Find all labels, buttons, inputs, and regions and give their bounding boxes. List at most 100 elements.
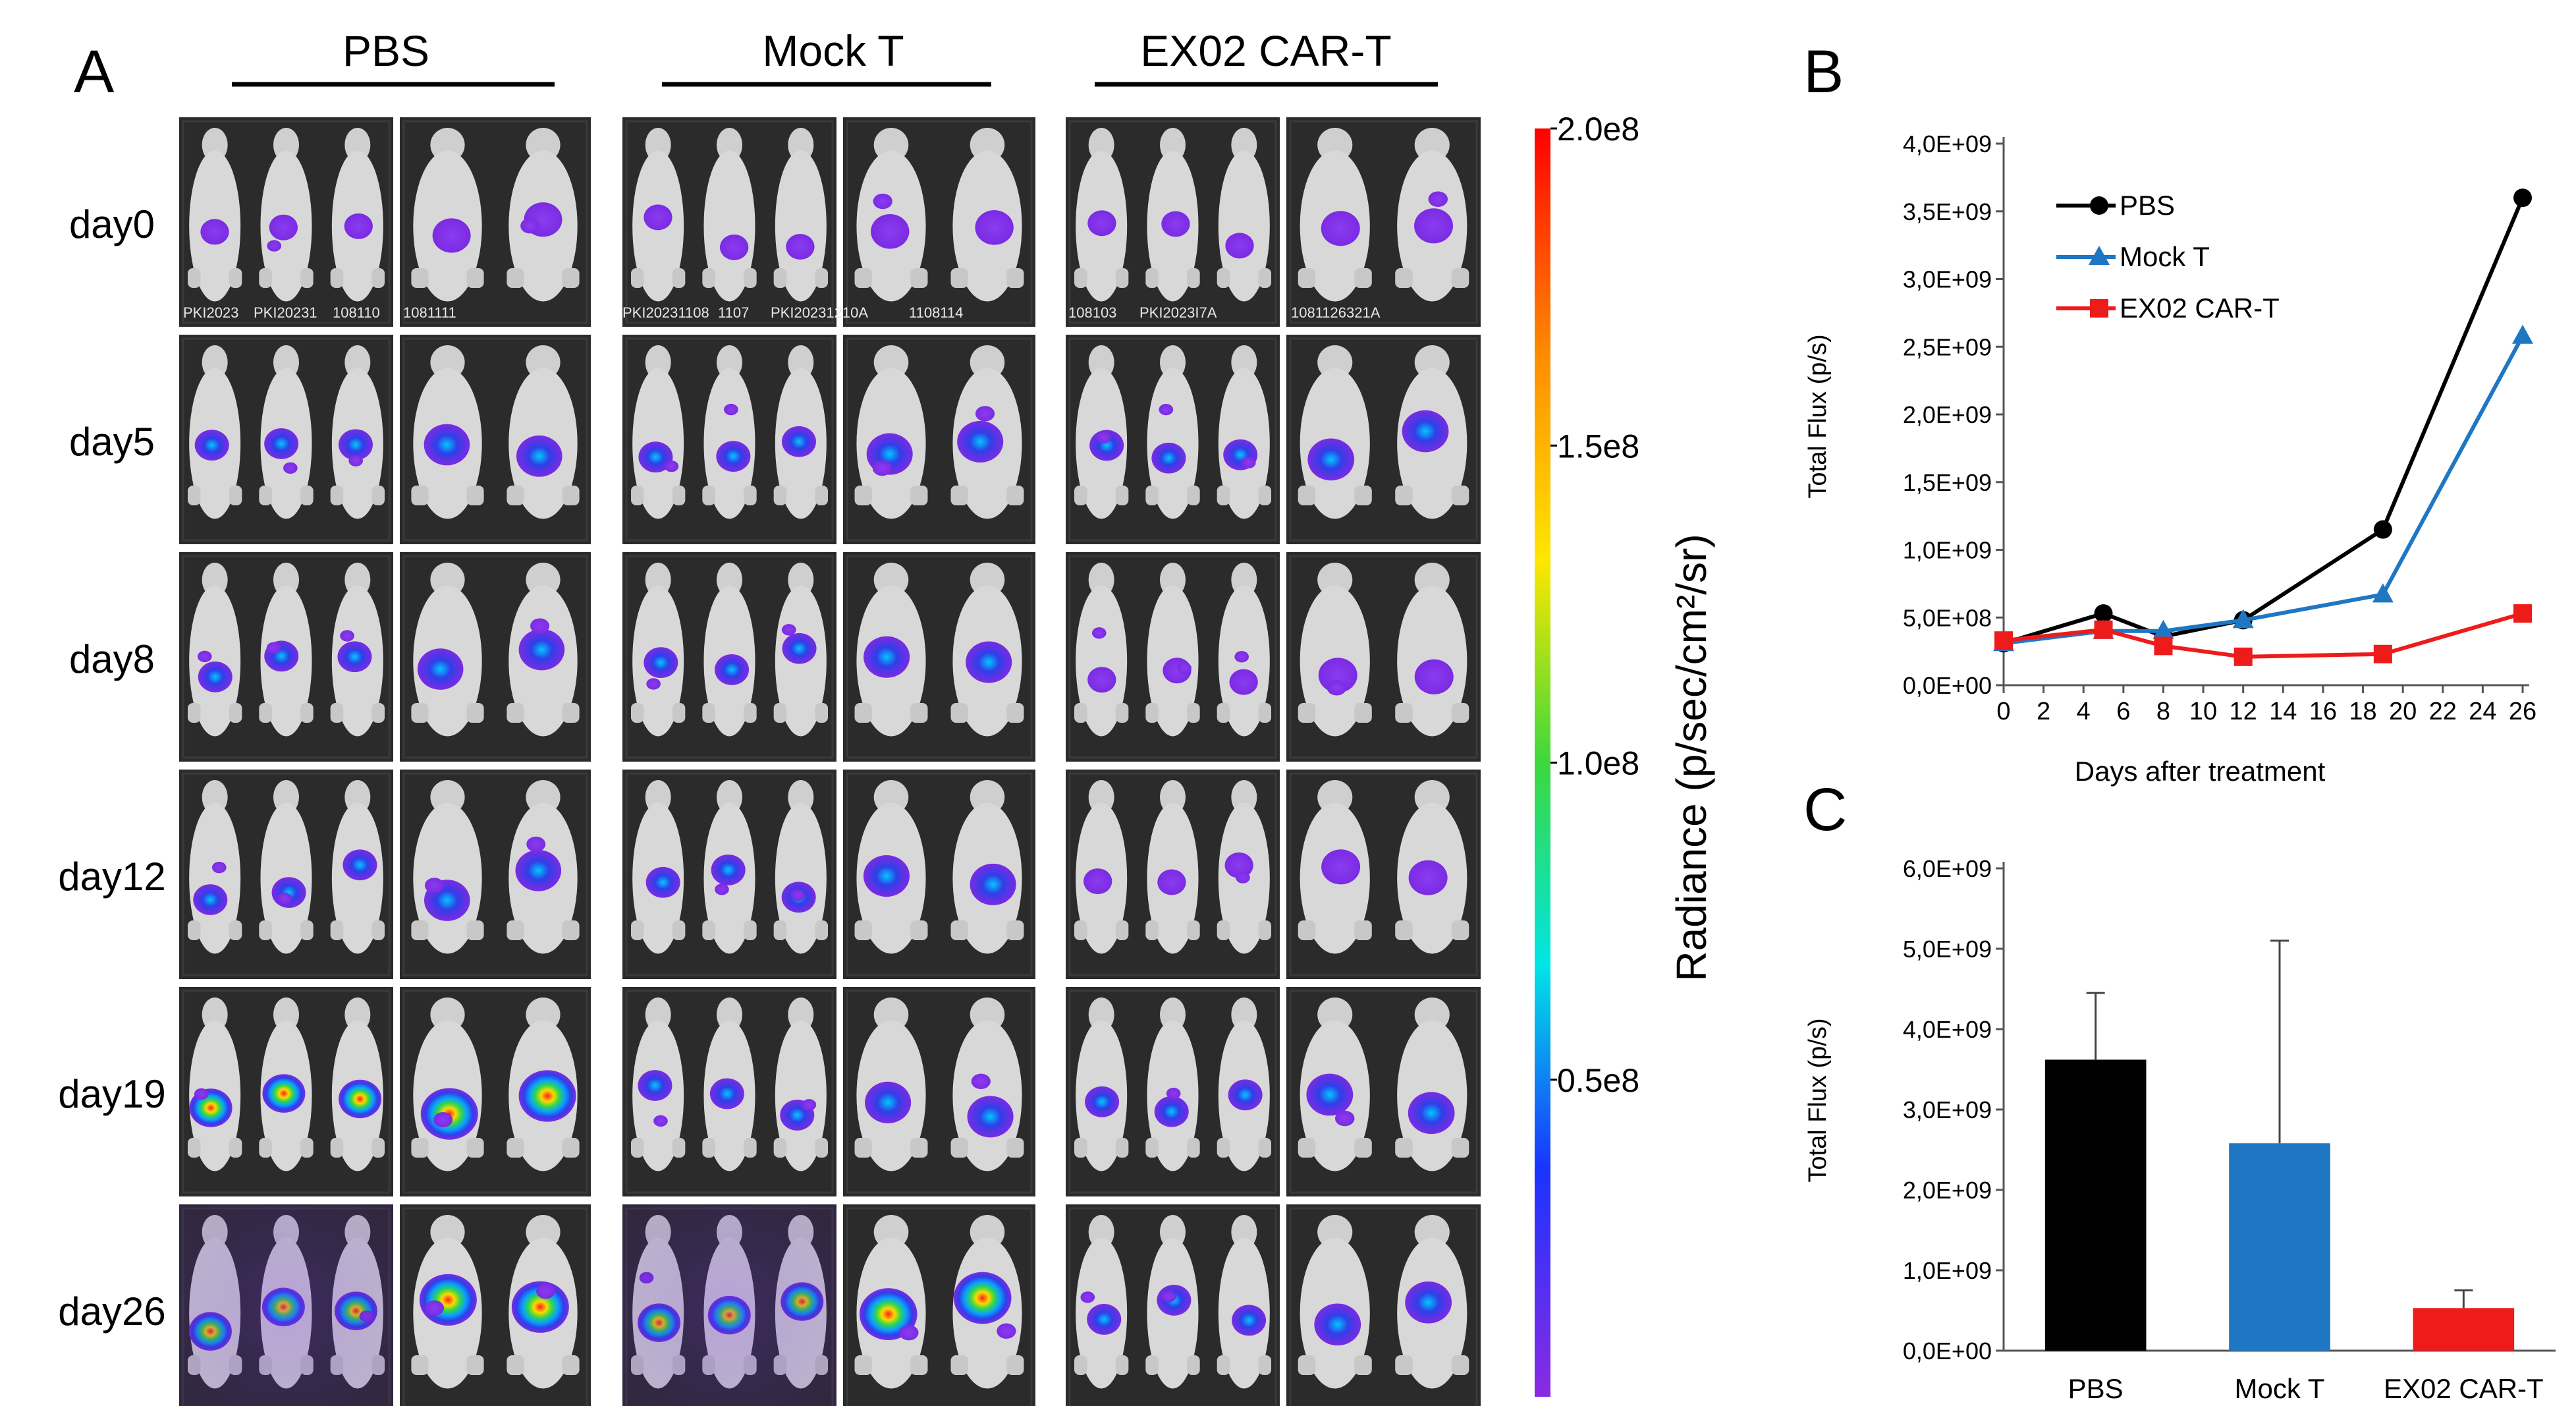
luminescence-signal (1321, 849, 1361, 885)
luminescence-signal (957, 420, 1004, 463)
imaging-tray (402, 772, 588, 976)
luminescence-spot (266, 642, 281, 654)
b-x-tick-label: 24 (2469, 698, 2496, 725)
b-point-1-2 (2152, 619, 2174, 639)
panel-c-letter: C (1803, 776, 1847, 843)
c-y-tick-label: 5,0E+09 (1903, 936, 1992, 963)
luminescence-spot (1236, 872, 1250, 884)
imaging-tray (625, 772, 834, 976)
b-ylabel: Total Flux (p/s) (1804, 334, 1832, 498)
imaging-panel-day8-3 (843, 552, 1035, 762)
luminescence-spot (1097, 432, 1111, 443)
b-point-2-0 (1994, 631, 2013, 650)
imaging-panel-day12-0 (179, 770, 393, 979)
luminescence-spot (348, 455, 364, 466)
imaging-tray (1289, 990, 1478, 1194)
b-series (1993, 188, 2533, 666)
luminescence-spot (899, 1325, 919, 1341)
b-x-tick-label: 22 (2429, 698, 2457, 725)
panel-b-line-chart: B 0,0E+00 5,0E+08 1,0E+09 1,5E+09 2,0E+09 2,5… (1803, 38, 2536, 787)
imaging-tray (846, 1207, 1033, 1406)
luminescence-signal (1085, 1086, 1120, 1117)
luminescence-spot (790, 889, 806, 901)
luminescence-spot (526, 836, 546, 852)
luminescence-spot (211, 861, 227, 874)
b-x-tick-label: 4 (2077, 698, 2091, 725)
mouse-silhouette (188, 780, 242, 954)
b-y-tick-label: 0,0E+00 (1903, 672, 1992, 699)
c-ylabel: Total Flux (p/s) (1804, 1018, 1832, 1182)
b-point-1-4 (2372, 583, 2394, 603)
b-point-1-5 (2512, 324, 2533, 344)
luminescence-signal (1161, 211, 1190, 237)
imaging-panel-day5-3 (843, 335, 1035, 544)
b-y-tick-label: 3,0E+09 (1903, 266, 1992, 293)
luminescence-signal (716, 441, 751, 472)
mouse-silhouette (702, 128, 757, 302)
luminescence-signal (1087, 1304, 1122, 1335)
mouse-id-label: PKI2023 (183, 304, 238, 321)
luminescence-signal (515, 849, 562, 891)
imaging-tray (1289, 120, 1478, 324)
luminescence-signal (644, 204, 672, 231)
luminescence-spot (715, 884, 729, 895)
b-y-tick-label: 4,0E+09 (1903, 130, 1992, 157)
luminescence-spot (1428, 191, 1448, 208)
imaging-tray (182, 990, 391, 1194)
imaging-panel-day5-5 (1286, 335, 1481, 544)
c-y-tick-label: 4,0E+09 (1903, 1016, 1992, 1043)
luminescence-signal (269, 214, 298, 240)
imaging-panel-day26-1 (400, 1204, 591, 1406)
mouse-id-label: 108110 (333, 304, 380, 321)
imaging-panel-day19-1 (400, 987, 591, 1196)
luminescence-signal (1229, 669, 1258, 695)
b-axes: 0,0E+00 5,0E+08 1,0E+09 1,5E+09 2,0E+09 2,5E+… (1903, 130, 2536, 725)
c-bar-2 (2413, 1308, 2515, 1351)
luminescence-signal (970, 863, 1016, 905)
colorbar-tick-label: 1.0e8 (1557, 745, 1639, 782)
luminescence-signal (1083, 868, 1112, 895)
luminescence-signal (1405, 1281, 1452, 1324)
luminescence-signal (863, 636, 910, 678)
luminescence-signal (1306, 1073, 1354, 1116)
luminescence-signal (338, 429, 373, 461)
luminescence-spot (1166, 1087, 1181, 1100)
imaging-panel-day0-4 (1066, 117, 1280, 327)
colorbar-tick-label: 0.5e8 (1557, 1062, 1639, 1099)
day-label-day26: day26 (58, 1289, 165, 1334)
luminescence-spot (267, 240, 282, 252)
mouse-id-label: PKI20231 (254, 304, 317, 321)
b-y-tick-label: 1,5E+09 (1903, 469, 1992, 496)
b-point-2-5 (2513, 604, 2532, 623)
luminescence-signal (709, 1078, 744, 1110)
colorbar: 2.0e8 1.5e8 1.0e8 0.5e8 Radiance (p/sec/cm²… (1535, 111, 1715, 1397)
imaging-tray (846, 337, 1033, 542)
luminescence-spot (1091, 627, 1107, 639)
imaging-panel-day26-5 (1286, 1204, 1481, 1406)
imaging-tray (625, 990, 834, 1194)
mouse-id-label: PKI20231108 (622, 304, 709, 321)
imaging-tray (402, 555, 588, 759)
c-y-tick-label: 6,0E+09 (1903, 855, 1992, 882)
day-labels: day0 day5 day8 day12 day19 day26 (58, 202, 165, 1334)
luminescence-signal (424, 424, 470, 466)
luminescence-signal (516, 436, 562, 477)
imaging-panel-day19-3 (843, 987, 1035, 1196)
mouse-silhouette (773, 998, 828, 1171)
b-x-tick-label: 26 (2509, 698, 2536, 725)
luminescence-signal (271, 877, 306, 909)
b-legend: PBS Mock T EX02 CAR-T (2056, 190, 2280, 323)
imaging-tray (1068, 120, 1277, 324)
b-point-2-1 (2094, 620, 2113, 639)
imaging-tray (182, 772, 391, 976)
b-xlabel: Days after treatment (2075, 756, 2326, 787)
luminescence-spot (433, 1111, 453, 1128)
luminescence-signal (1232, 1305, 1267, 1336)
imaging-tray (1289, 555, 1478, 759)
b-y-tick-label: 1,0E+09 (1903, 537, 1992, 564)
luminescence-signal (967, 1096, 1014, 1138)
luminescence-signal (337, 641, 372, 673)
luminescence-spot (975, 406, 995, 422)
luminescence-signal (511, 1281, 569, 1333)
imaging-panel-day26-4 (1066, 1204, 1280, 1406)
